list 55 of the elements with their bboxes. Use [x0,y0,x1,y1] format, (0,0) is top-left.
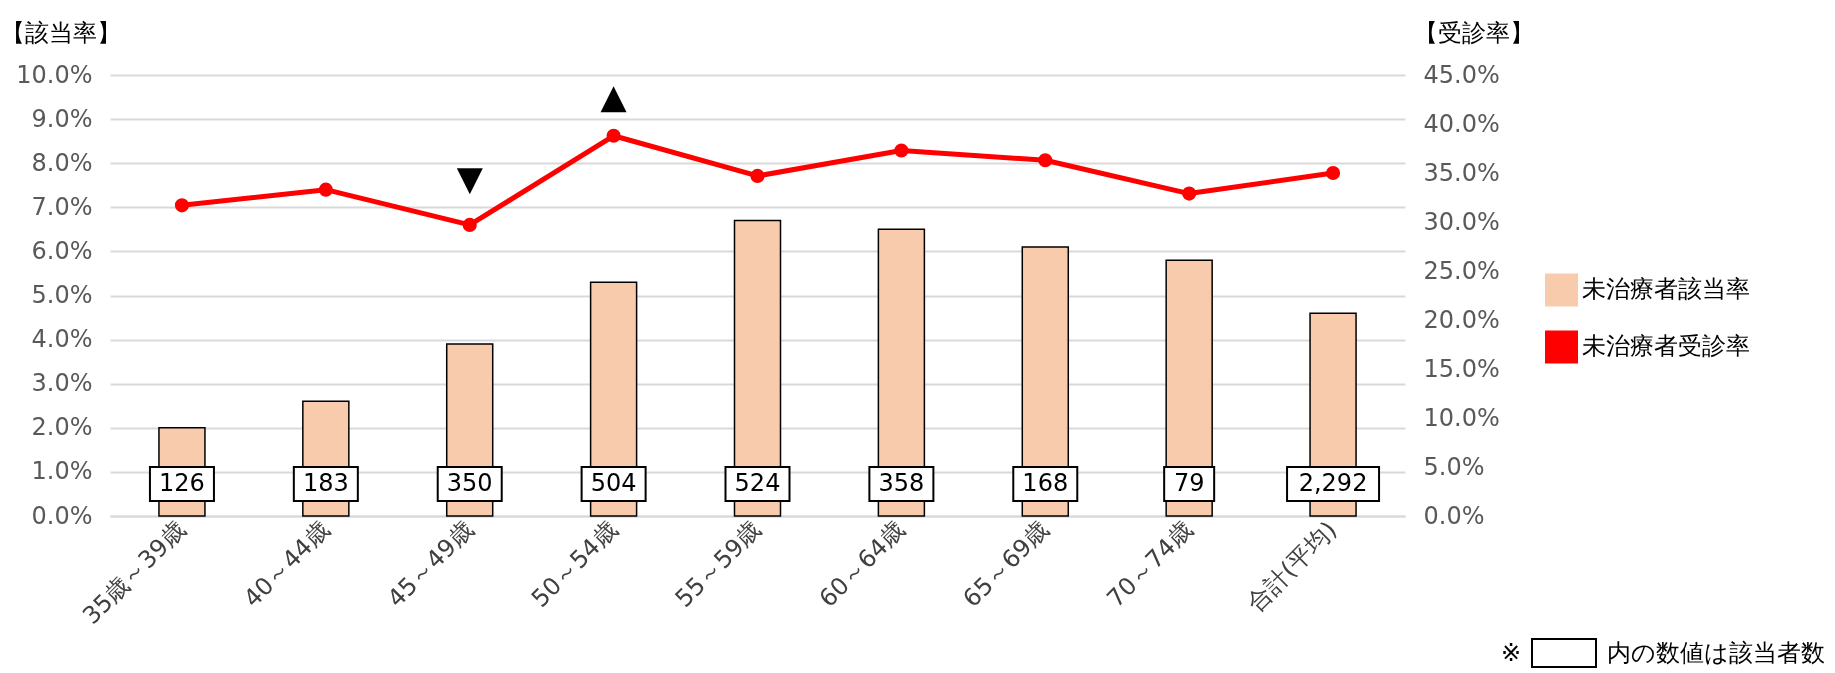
point [894,143,909,158]
y2-tick-label: 20.0% [1423,305,1500,334]
y-tick-label: 10.0% [16,60,93,89]
y2-axis-title: 【受診率】 [1413,18,1534,47]
x-tick-label: 65～69歳 [957,515,1055,613]
annotation: 168 [1022,469,1069,497]
point [606,128,621,143]
x-tick-label: 70～74歳 [1101,515,1199,613]
text: 内の数値は該当者数 [1607,638,1825,669]
y-tick-label: 9.0% [31,104,93,133]
y-tick-label: 4.0% [31,325,93,354]
y2-tick-label: 40.0% [1423,109,1500,138]
point [174,198,190,213]
y-tick-label: 3.0% [31,369,93,398]
y-tick-label: 2.0% [31,413,93,442]
annotation: 504 [590,469,637,497]
annotation: 183 [302,469,349,497]
x-tick-label: 合計(平均) [1241,515,1343,617]
y2-tick-label: 15.0% [1423,354,1500,383]
point [318,182,333,197]
x-tick-label: 40～44歳 [238,515,336,613]
legend-label: 未治療者受診率 [1582,331,1750,360]
y-tick-label: 5.0% [31,281,93,309]
y-tick-label: 0.0% [31,501,93,530]
point [1182,186,1197,201]
x-tick-label: 50～54歳 [525,515,623,613]
annotation: ▲ [600,75,628,116]
annotation: 350 [446,469,493,497]
annotation: 2,292 [1298,469,1368,497]
y-axis-title: 【該当率】 [0,18,121,47]
y-tick-label: 1.0% [31,457,93,486]
x-tick-label: 60～64歳 [813,515,911,613]
y2-tick-label: 10.0% [1423,403,1500,432]
x-tick-label: 55～59歳 [669,515,767,613]
y-tick-label: 8.0% [31,148,93,177]
annotation: 79 [1173,469,1205,497]
x-tick-label: 45～49歳 [381,515,479,613]
point [462,217,477,232]
point [750,168,765,183]
y2-tick-label: 0.0% [1423,501,1485,530]
point [1325,165,1341,181]
point [1038,153,1053,168]
y2-tick-label: 45.0% [1423,60,1500,89]
y2-tick-label: 25.0% [1423,256,1500,285]
legend-label: 未治療者該当率 [1582,274,1750,303]
annotation: 126 [159,469,205,497]
y2-tick-label: 35.0% [1423,158,1500,187]
annotation: 358 [878,469,925,497]
annotation: ▼ [456,157,484,198]
y-tick-label: 7.0% [31,192,93,221]
y-tick-label: 6.0% [31,236,93,265]
y2-tick-label: 30.0% [1423,207,1500,236]
text: ※ [1500,639,1521,667]
y2-tick-label: 5.0% [1423,452,1485,481]
annotation: 524 [734,469,781,497]
